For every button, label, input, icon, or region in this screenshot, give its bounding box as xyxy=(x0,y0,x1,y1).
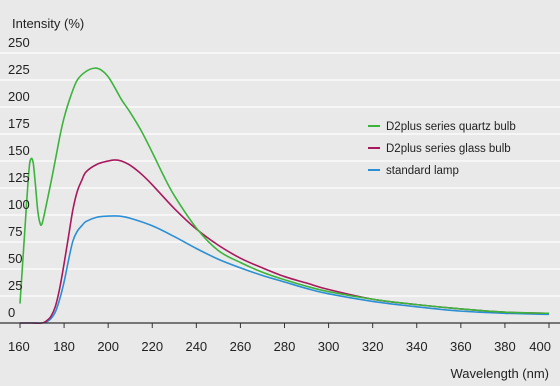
x-tick-label-300: 300 xyxy=(318,339,340,354)
x-tick-labels: 160 180 200 220 240 260 280 300 320 340 360 380 400 xyxy=(8,339,551,354)
x-tick-label-320: 320 xyxy=(362,339,384,354)
axes xyxy=(0,322,560,328)
y-tick-label-75: 75 xyxy=(8,224,22,239)
y-tick-labels: 0 25 50 75 100 125 150 175 200 225 250 xyxy=(8,35,30,320)
legend-item-glass: D2plus series glass bulb xyxy=(368,143,511,155)
x-tick-label-340: 340 xyxy=(406,339,428,354)
x-tick-label-160: 160 xyxy=(8,339,30,354)
series-lines xyxy=(19,67,550,324)
x-tick-label-200: 200 xyxy=(97,339,119,354)
series-line-glass-bulb xyxy=(20,159,550,324)
y-tick-label-0: 0 xyxy=(8,305,15,320)
x-tick-label-360: 360 xyxy=(450,339,472,354)
x-axis-title: Wavelength (nm) xyxy=(451,366,550,381)
legend-item-quartz: D2plus series quartz bulb xyxy=(368,121,516,133)
y-tick-label-125: 125 xyxy=(8,170,30,185)
y-tick-label-225: 225 xyxy=(8,62,30,77)
x-tick-label-280: 280 xyxy=(274,339,296,354)
y-tick-label-150: 150 xyxy=(8,143,30,158)
y-tick-label-50: 50 xyxy=(8,251,22,266)
x-tick-label-260: 260 xyxy=(230,339,252,354)
legend-label-glass: D2plus series glass bulb xyxy=(386,143,511,155)
y-axis-title: Intensity (%) xyxy=(12,16,84,31)
legend-label-standard: standard lamp xyxy=(386,165,459,177)
legend-item-standard: standard lamp xyxy=(368,165,459,177)
y-tick-label-25: 25 xyxy=(8,278,22,293)
series-line-standard-lamp xyxy=(20,215,550,324)
legend: D2plus series quartz bulb D2plus series … xyxy=(368,121,516,177)
x-tick-label-400: 400 xyxy=(529,339,551,354)
legend-label-quartz: D2plus series quartz bulb xyxy=(386,121,516,133)
y-tick-label-200: 200 xyxy=(8,89,30,104)
y-tick-label-250: 250 xyxy=(8,35,30,50)
y-tick-label-100: 100 xyxy=(8,197,30,212)
x-tick-label-220: 220 xyxy=(141,339,163,354)
y-tick-label-175: 175 xyxy=(8,116,30,131)
series-line-quartz-bulb xyxy=(19,67,550,315)
x-tick-label-180: 180 xyxy=(53,339,75,354)
x-tick-label-240: 240 xyxy=(185,339,207,354)
gridlines xyxy=(0,52,560,297)
x-tick-label-380: 380 xyxy=(494,339,516,354)
